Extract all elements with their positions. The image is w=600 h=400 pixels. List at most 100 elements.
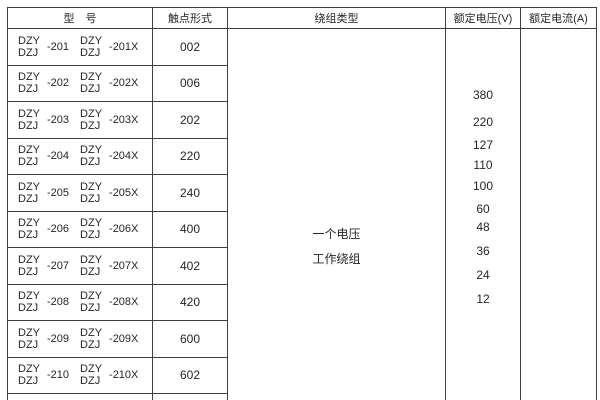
model-suffix: -210: [47, 369, 70, 382]
voltage-value: 127: [472, 138, 494, 152]
model-variant-b: DZY DZJ -207X: [80, 254, 138, 278]
model-suffix: -204: [47, 150, 70, 163]
header-row: 型 号 触点形式 绕组类型 额定电压(V) 额定电流(A): [7, 7, 597, 29]
model-prefix-stack: DZY DZJ: [80, 71, 103, 96]
model-prefix-stack: DZY DZJ: [80, 253, 103, 278]
model-prefix-stack: DZY DZJ: [80, 144, 103, 169]
contact-form-cell: 006: [152, 64, 228, 102]
voltage-value: 380: [472, 88, 494, 102]
model-suffix: -201X: [109, 40, 139, 53]
model-variant-a: DZY DZJ -204: [18, 144, 69, 168]
model-cell: DZY DZJ -205 DZY DZJ -205X: [7, 174, 153, 212]
voltage-value: 12: [476, 292, 490, 306]
table-row: DZY DZJ -201 DZY DZJ -201X 002: [7, 28, 597, 400]
model-variant-b: DZY DZJ -201X: [80, 35, 138, 59]
model-cell: DZY DZJ -206 DZY DZJ -206X: [7, 210, 153, 248]
model-variant-b: DZY DZJ -208X: [80, 290, 138, 314]
model-prefix-stack: DZY DZJ: [80, 326, 103, 351]
model-prefix-stack: DZY DZJ: [18, 290, 40, 315]
contact-form-cell: 202: [152, 101, 228, 139]
model-variant-b: DZY DZJ -202X: [80, 71, 138, 95]
model-variant-a: DZY DZJ -209: [18, 327, 69, 351]
contact-form-cell: 402: [152, 247, 228, 285]
model-variant-b: DZY DZJ -209X: [80, 327, 138, 351]
table-row: DZY DZJ -206 DZY DZJ -206X 400: [7, 210, 597, 248]
col-header-rated-current: 额定电流(A): [520, 7, 597, 29]
model-prefix-stack: DZY DZJ: [18, 217, 40, 242]
col-header-winding-type: 绕组类型: [227, 7, 446, 29]
model-variant-a: DZY DZJ -210: [18, 363, 69, 387]
contact-form-cell: 240: [152, 174, 228, 212]
voltage-value: 110: [473, 158, 493, 172]
model-variant-a: DZY DZJ -207: [18, 254, 69, 278]
table-row: DZY DZJ -208 DZY DZJ -208X 420: [7, 283, 597, 321]
model-prefix-stack: DZY DZJ: [80, 217, 103, 242]
model-variant-a: DZY DZJ -205: [18, 181, 69, 205]
spec-table: 型 号 触点形式 绕组类型 额定电压(V) 额定电流(A) DZY DZJ -2…: [7, 7, 597, 400]
table-row: DZY DZJ -207 DZY DZJ -207X 402: [7, 247, 597, 285]
model-variant-a: DZY DZJ -206: [18, 217, 69, 241]
model-cell: DZY DZJ -201 DZY DZJ -201X: [7, 28, 153, 66]
model-prefix-stack: DZY DZJ: [18, 144, 40, 169]
model-cell: [7, 393, 153, 400]
rated-voltage-cell: 380 220 127 110 100 60 48 36 24 12: [445, 28, 521, 400]
table-row: DZY DZJ -204 DZY DZJ -204X 220: [7, 137, 597, 175]
model-variant-b: DZY DZJ -203X: [80, 108, 138, 132]
model-cell: DZY DZJ -204 DZY DZJ -204X: [7, 137, 153, 175]
model-cell: DZY DZJ -209 DZY DZJ -209X: [7, 320, 153, 358]
model-prefix-stack: DZY DZJ: [18, 71, 40, 96]
model-suffix: -209X: [109, 332, 139, 345]
table-row: DZY DZJ -205 DZY DZJ -205X 240: [7, 174, 597, 212]
model-variant-a: DZY DZJ -203: [18, 108, 69, 132]
model-suffix: -203X: [109, 113, 139, 126]
model-suffix: -203: [47, 113, 70, 126]
model-prefix-stack: DZY DZJ: [18, 326, 40, 351]
model-prefix-stack: DZY DZJ: [18, 363, 40, 388]
contact-form-cell: [152, 393, 228, 400]
model-suffix: -209: [47, 332, 70, 345]
model-prefix-stack: DZY DZJ: [18, 253, 40, 278]
model-cell: DZY DZJ -203 DZY DZJ -203X: [7, 101, 153, 139]
model-prefix-stack: DZY DZJ: [80, 363, 103, 388]
model-suffix: -207X: [109, 259, 139, 272]
model-prefix-stack: DZY DZJ: [80, 180, 103, 205]
table-row: DZY DZJ -202 DZY DZJ -202X 006: [7, 64, 597, 102]
model-suffix: -208: [47, 296, 70, 309]
model-variant-b: DZY DZJ -210X: [80, 363, 138, 387]
winding-type-cell: 一个电压 工作绕组: [227, 28, 446, 400]
model-suffix: -205: [47, 186, 70, 199]
voltage-value: 48: [476, 220, 490, 234]
model-prefix-stack: DZY DZJ: [80, 34, 103, 59]
model-prefix-stack: DZY DZJ: [80, 107, 103, 132]
model-variant-a: DZY DZJ -208: [18, 290, 69, 314]
contact-form-cell: 600: [152, 320, 228, 358]
rated-current-cell: [520, 28, 597, 400]
voltage-value: 36: [476, 244, 490, 258]
model-variant-a: DZY DZJ -202: [18, 71, 69, 95]
col-header-contact-form: 触点形式: [152, 7, 228, 29]
col-header-model: 型 号: [7, 7, 153, 29]
model-suffix: -201: [47, 40, 70, 53]
voltage-value: 220: [472, 115, 494, 129]
model-variant-b: DZY DZJ -205X: [80, 181, 138, 205]
model-suffix: -208X: [109, 296, 139, 309]
model-cell: DZY DZJ -207 DZY DZJ -207X: [7, 247, 153, 285]
model-suffix: -202: [47, 77, 70, 90]
model-suffix: -204X: [109, 150, 139, 163]
voltage-value: 60: [476, 202, 490, 216]
winding-type-text: 一个电压 工作绕组: [312, 227, 361, 266]
model-suffix: -202X: [109, 77, 139, 90]
table-row: DZY DZJ -209 DZY DZJ -209X 600: [7, 320, 597, 358]
model-variant-b: DZY DZJ -204X: [80, 144, 138, 168]
voltage-value: 100: [472, 179, 494, 193]
model-prefix-stack: DZY DZJ: [80, 290, 103, 315]
col-header-rated-voltage: 额定电压(V): [445, 7, 521, 29]
model-cell: DZY DZJ -202 DZY DZJ -202X: [7, 64, 153, 102]
model-prefix-stack: DZY DZJ: [18, 34, 40, 59]
model-suffix: -206: [47, 223, 70, 236]
model-suffix: -206X: [109, 223, 139, 236]
model-cell: DZY DZJ -208 DZY DZJ -208X: [7, 283, 153, 321]
table-row: DZY DZJ -203 DZY DZJ -203X 202: [7, 101, 597, 139]
contact-form-cell: 220: [152, 137, 228, 175]
